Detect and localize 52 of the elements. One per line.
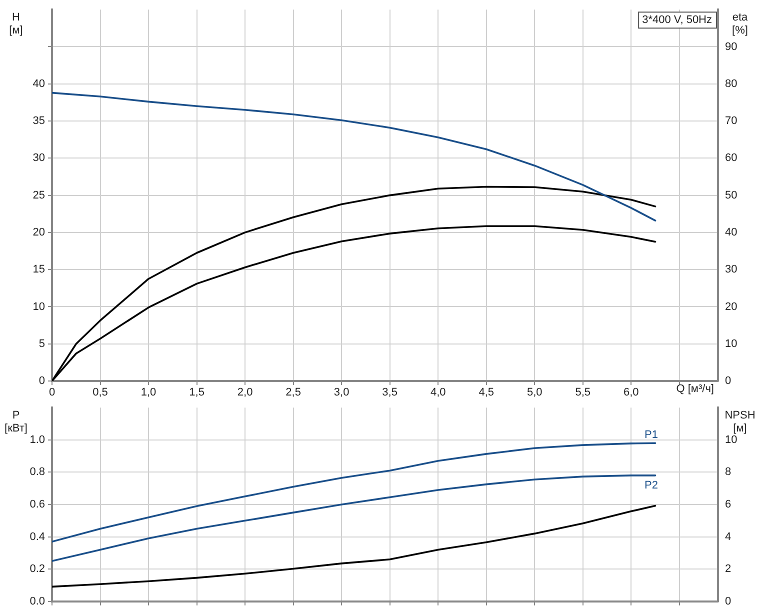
annotation: 3*400 V, 50Hz <box>642 14 712 26</box>
x-axis-title: Q [м³/ч] <box>676 383 714 396</box>
y-axis-title: H [м] <box>9 12 23 37</box>
y2-tick-label: 90 <box>725 40 738 53</box>
y-tick-label: 5 <box>38 338 45 350</box>
y-tick-label: 15 <box>32 264 45 276</box>
y2-tick-label: 0 <box>725 595 732 608</box>
y2-axis-title: NPSH [м] <box>724 410 756 435</box>
x-tick-label: 1,5 <box>189 386 204 399</box>
y-tick-label: 10 <box>32 300 45 313</box>
y2-tick-label: 70 <box>725 115 738 128</box>
x-tick-label: 6,0 <box>623 386 639 399</box>
series-label: P1 <box>644 429 658 442</box>
y2-tick-label: 10 <box>725 434 738 446</box>
y2-tick-label: 10 <box>725 338 738 350</box>
x-tick-label: 5,0 <box>526 386 542 399</box>
y-tick-label: 1.0 <box>30 434 45 446</box>
y-tick-label: 0.6 <box>30 498 45 511</box>
y2-tick-label: 30 <box>725 264 738 276</box>
x-tick-label: 4,5 <box>478 386 494 399</box>
x-tick-label: 1,0 <box>140 386 156 399</box>
y2-tick-label: 0 <box>725 375 732 388</box>
y-tick-label: 0 <box>38 375 45 388</box>
y-tick-label: 35 <box>32 115 45 128</box>
y2-tick-label: 8 <box>725 466 732 478</box>
x-tick-label: 0,5 <box>92 386 108 399</box>
y-axis-title: P [кВт] <box>4 410 28 435</box>
x-tick-label: 2,5 <box>286 386 301 399</box>
y2-tick-label: 2 <box>725 563 732 576</box>
y-tick-label: 0.4 <box>30 530 45 543</box>
x-tick-label: 3,5 <box>382 386 398 399</box>
y2-axis-title: eta [%] <box>732 12 749 37</box>
x-tick-label: 2,0 <box>237 386 253 399</box>
y2-tick-label: 6 <box>725 498 732 511</box>
y-tick-label: 20 <box>32 226 45 238</box>
y-tick-label: 30 <box>32 152 45 164</box>
y-tick-label: 0.8 <box>30 466 45 478</box>
y-tick-label: 25 <box>32 189 45 202</box>
y2-tick-label: 50 <box>725 189 738 202</box>
y-tick-label: 0.2 <box>30 563 45 576</box>
y-tick-label: 0.0 <box>30 595 45 608</box>
x-tick-label: 4,0 <box>430 386 446 399</box>
x-tick-label: 5,5 <box>575 386 591 399</box>
y2-tick-label: 80 <box>725 78 738 90</box>
y2-tick-label: 60 <box>725 152 738 164</box>
x-tick-label: 3,0 <box>334 386 350 399</box>
y-tick-label: 40 <box>32 78 45 90</box>
x-tick-label: 0 <box>48 386 56 399</box>
series-label: P2 <box>644 479 658 492</box>
y2-tick-label: 20 <box>725 300 738 313</box>
y2-tick-label: 4 <box>725 530 732 543</box>
y2-tick-label: 40 <box>725 226 738 238</box>
